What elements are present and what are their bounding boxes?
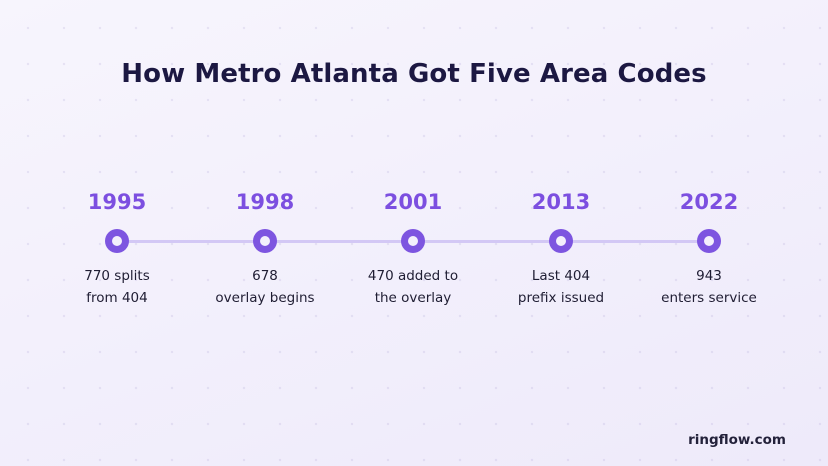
event-description-line: prefix issued	[517, 290, 605, 306]
event-description-line: 470 added to	[367, 268, 459, 284]
event-year: 2013	[531, 190, 591, 214]
event-description-line: overlay begins	[215, 290, 315, 306]
event-year: 1995	[87, 190, 147, 214]
brand-footer: ringflow.com	[688, 432, 786, 448]
page-title: How Metro Atlanta Got Five Area Codes	[121, 59, 707, 90]
event-description: 943 enters service	[634, 265, 784, 309]
timeline-event-2022: 2022 943 enters service	[634, 0, 784, 466]
timeline-node	[549, 229, 573, 253]
event-description: 470 added to the overlay	[338, 265, 488, 309]
event-description-line: Last 404	[531, 268, 591, 284]
timeline-node	[401, 229, 425, 253]
event-description-line: 943	[696, 268, 722, 284]
event-description: 678 overlay begins	[190, 265, 340, 309]
event-description-line: 678	[252, 268, 278, 284]
event-description-line: from 404	[86, 290, 148, 306]
event-year: 1998	[235, 190, 295, 214]
event-description-line: 770 splits	[84, 268, 150, 284]
event-description: Last 404 prefix issued	[486, 265, 636, 309]
timeline-event-1995: 1995 770 splits from 404	[42, 0, 192, 466]
event-description: 770 splits from 404	[42, 265, 192, 309]
timeline-event-2013: 2013 Last 404 prefix issued	[486, 0, 636, 466]
timeline-node	[105, 229, 129, 253]
timeline-event-2001: 2001 470 added to the overlay	[338, 0, 488, 466]
event-year: 2001	[383, 190, 443, 214]
timeline-node	[253, 229, 277, 253]
event-description-line: enters service	[661, 290, 757, 306]
timeline-event-1998: 1998 678 overlay begins	[190, 0, 340, 466]
event-year: 2022	[679, 190, 739, 214]
event-description-line: the overlay	[374, 290, 452, 306]
timeline-node	[697, 229, 721, 253]
